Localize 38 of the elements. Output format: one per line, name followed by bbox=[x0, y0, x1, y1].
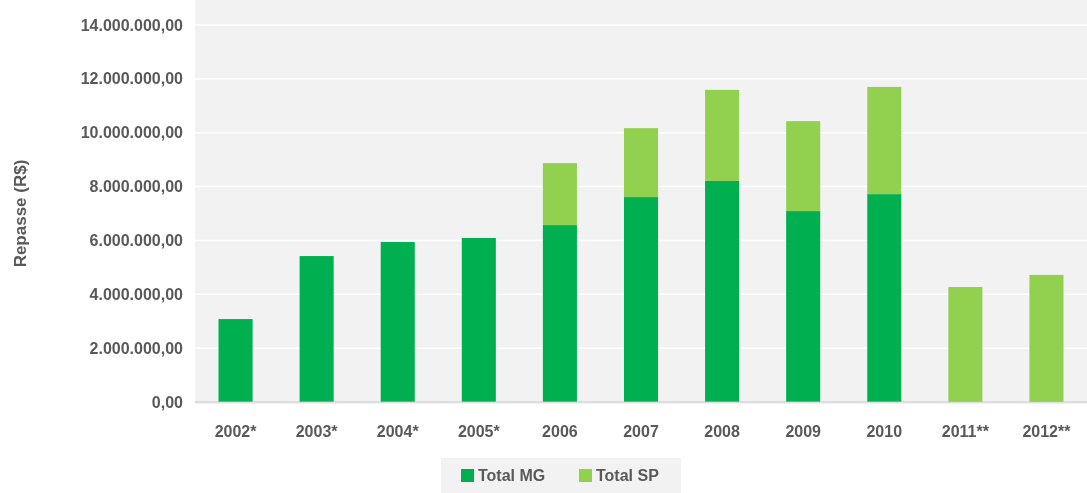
x-tick-label: 2012** bbox=[1022, 423, 1072, 440]
y-tick-label: 2.000.000,00 bbox=[89, 339, 184, 357]
legend-label: Total SP bbox=[596, 467, 660, 484]
bar bbox=[380, 242, 415, 402]
bar bbox=[542, 163, 577, 226]
bar bbox=[786, 211, 821, 402]
bar bbox=[867, 194, 902, 402]
bar bbox=[1029, 274, 1064, 402]
bar bbox=[218, 319, 253, 402]
x-tick-label: 2010 bbox=[866, 423, 903, 440]
y-tick-label: 8.000.000,00 bbox=[89, 178, 184, 196]
x-tick-label: 2009 bbox=[785, 423, 822, 440]
bar bbox=[461, 238, 496, 402]
y-tick-label: 14.000.000,00 bbox=[80, 16, 184, 34]
bar bbox=[623, 128, 659, 198]
x-tick-label: 2002* bbox=[214, 423, 258, 440]
x-tick-label: 2006 bbox=[542, 423, 578, 440]
bar bbox=[786, 121, 821, 212]
y-tick-label: 10.000.000,00 bbox=[80, 124, 184, 142]
x-tick-label: 2007 bbox=[623, 423, 659, 440]
x-tick-label: 2003* bbox=[295, 423, 339, 440]
bar bbox=[867, 86, 902, 195]
bar bbox=[705, 89, 740, 181]
y-tick-label: 6.000.000,00 bbox=[89, 232, 184, 250]
bar bbox=[948, 287, 983, 402]
bar bbox=[705, 180, 740, 402]
bar bbox=[623, 197, 659, 402]
x-tick-label: 2008 bbox=[704, 423, 740, 440]
x-tick-label: 2004* bbox=[376, 423, 420, 440]
y-tick-label: 4.000.000,00 bbox=[89, 285, 184, 303]
x-tick-label: 2005* bbox=[457, 423, 501, 440]
x-tick-label: 2011** bbox=[941, 423, 990, 440]
y-axis-title: Repasse (R$) bbox=[11, 159, 30, 268]
bar bbox=[542, 225, 577, 402]
y-tick-label: 0,00 bbox=[151, 393, 184, 411]
y-tick-label: 12.000.000,00 bbox=[80, 70, 184, 88]
bar bbox=[299, 256, 334, 402]
legend-label: Total MG bbox=[478, 467, 546, 484]
